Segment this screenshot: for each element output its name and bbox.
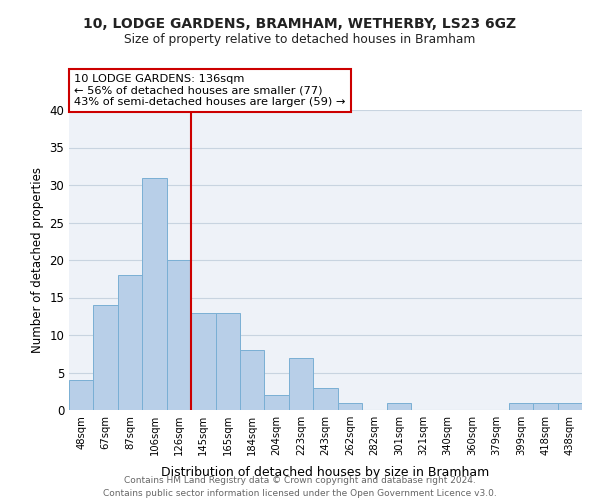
Text: Contains HM Land Registry data © Crown copyright and database right 2024.
Contai: Contains HM Land Registry data © Crown c…: [103, 476, 497, 498]
Text: 10 LODGE GARDENS: 136sqm
← 56% of detached houses are smaller (77)
43% of semi-d: 10 LODGE GARDENS: 136sqm ← 56% of detach…: [74, 74, 346, 107]
Bar: [240, 350, 265, 410]
Bar: [191, 312, 215, 410]
Bar: [215, 312, 240, 410]
Bar: [94, 305, 118, 410]
Bar: [509, 402, 533, 410]
Bar: [386, 402, 411, 410]
Bar: [265, 395, 289, 410]
Y-axis label: Number of detached properties: Number of detached properties: [31, 167, 44, 353]
Bar: [533, 402, 557, 410]
Bar: [69, 380, 94, 410]
Bar: [167, 260, 191, 410]
Bar: [338, 402, 362, 410]
Text: 10, LODGE GARDENS, BRAMHAM, WETHERBY, LS23 6GZ: 10, LODGE GARDENS, BRAMHAM, WETHERBY, LS…: [83, 18, 517, 32]
Bar: [313, 388, 338, 410]
Bar: [557, 402, 582, 410]
Bar: [118, 275, 142, 410]
X-axis label: Distribution of detached houses by size in Bramham: Distribution of detached houses by size …: [161, 466, 490, 479]
Text: Size of property relative to detached houses in Bramham: Size of property relative to detached ho…: [124, 32, 476, 46]
Bar: [142, 178, 167, 410]
Bar: [289, 358, 313, 410]
